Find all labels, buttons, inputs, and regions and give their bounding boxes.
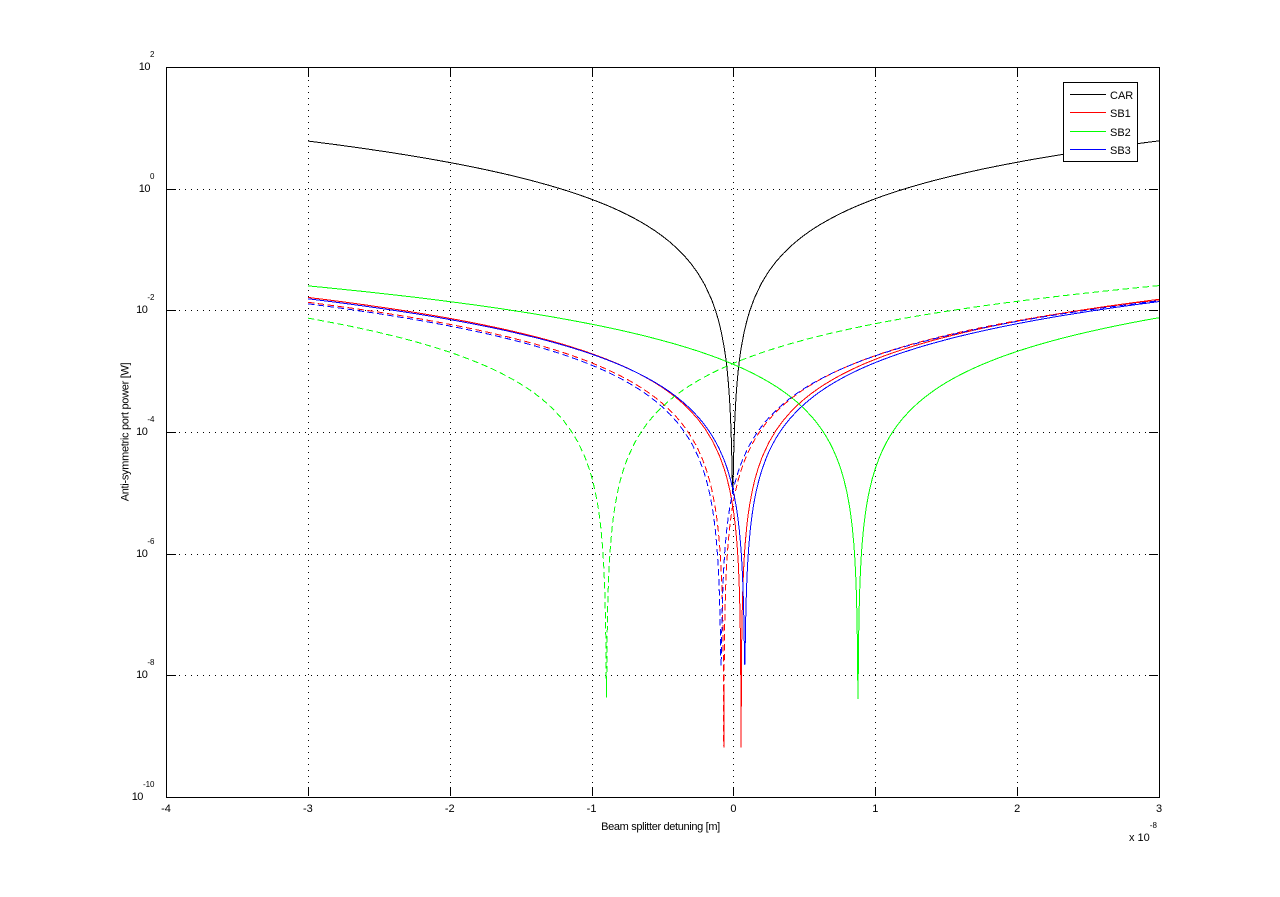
- series-sb2-dashed: [307, 285, 1160, 698]
- legend-box: [1063, 82, 1138, 162]
- y-tick-exponent: 2: [150, 50, 155, 59]
- x-axis-multiplier-exponent: -8: [1149, 821, 1157, 830]
- legend-label-sb3: SB3: [1110, 145, 1131, 157]
- y-tick-label: 10-6: [136, 536, 155, 560]
- y-tick-exponent: -10: [142, 780, 155, 789]
- x-tick-label: -3: [302, 803, 313, 815]
- x-axis-multiplier-base: x 10: [1129, 832, 1150, 844]
- legend-label-sb2: SB2: [1110, 126, 1131, 139]
- y-tick-label: 10-8: [136, 658, 155, 682]
- series-sb3-dashed: [307, 300, 1160, 667]
- x-tick-label: -1: [586, 803, 597, 815]
- y-tick-label: 100: [138, 171, 155, 195]
- y-tick-exponent: -4: [147, 415, 155, 424]
- x-tick-label: -2: [444, 803, 455, 815]
- series-sb2-solid: [307, 285, 1160, 700]
- y-tick-exponent: -8: [147, 658, 155, 668]
- x-tick-label: -4: [161, 803, 171, 815]
- legend-label-sb1: SB1: [1110, 108, 1131, 120]
- y-tick-label: 10-2: [136, 293, 155, 317]
- x-tick-label: 0: [730, 803, 737, 815]
- series-sb1-solid: [307, 296, 1160, 748]
- x-axis-multiplier: x 10 -8: [1129, 821, 1157, 845]
- legend-label-car: CAR: [1110, 89, 1134, 102]
- y-tick-exponent: 0: [150, 171, 155, 181]
- y-tick-label: 102: [138, 50, 155, 73]
- axes-box: [166, 67, 1160, 798]
- x-tick-label: 3: [1155, 803, 1163, 815]
- x-tick-label: 2: [1014, 803, 1021, 815]
- y-tick-exponent: -2: [147, 293, 155, 303]
- y-tick-label: 10-4: [136, 415, 155, 438]
- x-tick-label: 1: [872, 803, 879, 815]
- y-tick-label: 10-10: [131, 780, 155, 803]
- y-tick-exponent: -6: [147, 536, 155, 546]
- x-axis-label: Beam splitter detuning [m]: [601, 821, 720, 833]
- series-sb3-solid: [307, 298, 1160, 665]
